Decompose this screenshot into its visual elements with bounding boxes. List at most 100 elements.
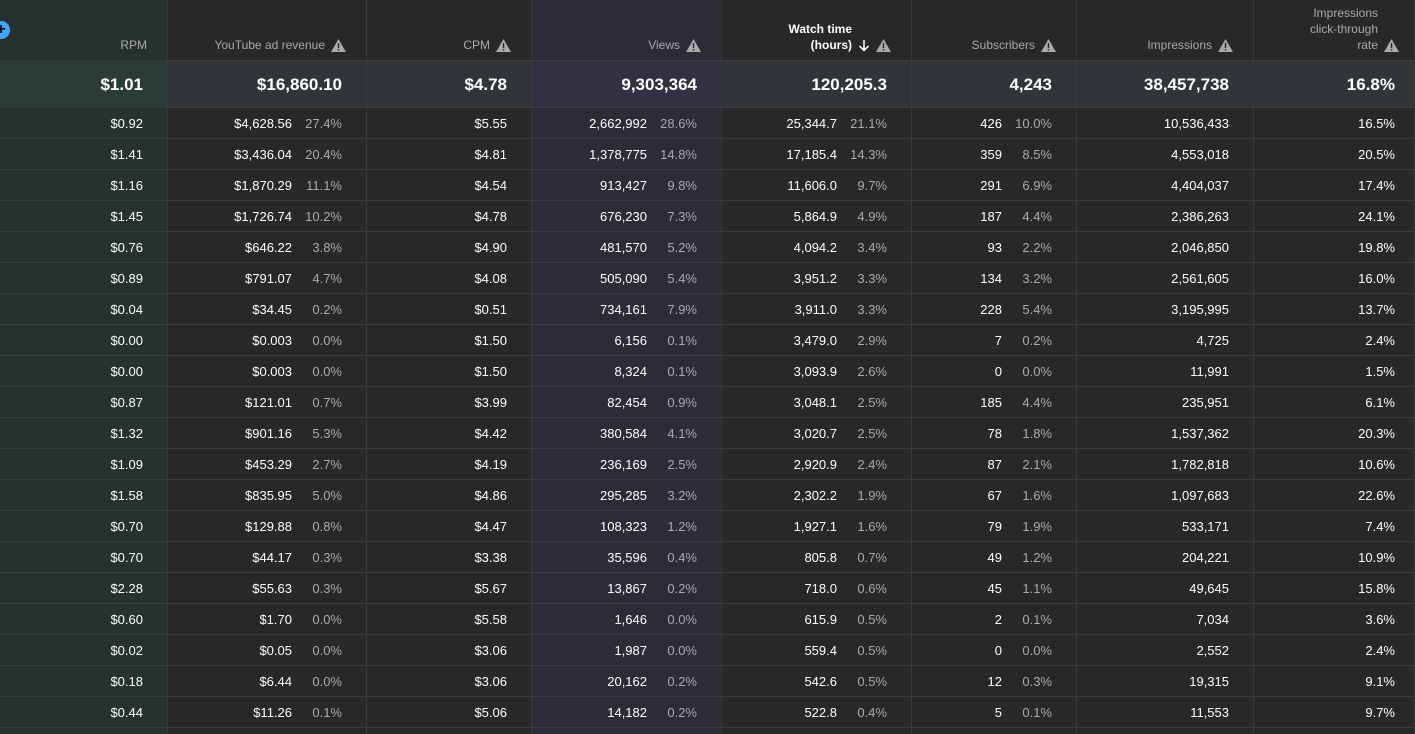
cell-impr[interactable]: 2,552 — [1077, 635, 1253, 666]
cell-impr[interactable]: 1,782,818 — [1077, 449, 1253, 480]
cell-subs[interactable]: 49 1.2% — [912, 542, 1076, 573]
cell-impr[interactable]: 11,991 — [1077, 356, 1253, 387]
warning-icon[interactable] — [331, 39, 346, 52]
cell-views[interactable]: 676,230 7.3% — [532, 201, 721, 232]
cell-impr[interactable]: 1,537,362 — [1077, 418, 1253, 449]
cell-watch[interactable]: 3,911.0 3.3% — [722, 294, 911, 325]
cell-revenue[interactable]: $34.45 0.2% — [168, 294, 366, 325]
cell-watch[interactable]: 4,094.2 3.4% — [722, 232, 911, 263]
cell-subs[interactable]: 5 0.1% — [912, 697, 1076, 728]
cell-views[interactable]: 1,646 0.0% — [532, 604, 721, 635]
cell-rpm[interactable]: $0.00 — [0, 356, 167, 387]
cell-impr[interactable]: 204,221 — [1077, 542, 1253, 573]
header-revenue[interactable]: YouTube ad revenue — [168, 0, 366, 60]
cell-rpm[interactable]: $2.28 — [0, 573, 167, 604]
cell-watch[interactable]: 542.6 0.5% — [722, 666, 911, 697]
arrow-down-icon[interactable] — [858, 40, 870, 52]
cell-impr[interactable]: 4,725 — [1077, 325, 1253, 356]
cell-watch[interactable]: 3,093.9 2.6% — [722, 356, 911, 387]
cell-subs[interactable]: 12 0.3% — [912, 666, 1076, 697]
cell-ctr[interactable]: 20.5% — [1254, 139, 1414, 170]
warning-icon[interactable] — [1218, 39, 1233, 52]
cell-subs[interactable]: 134 3.2% — [912, 263, 1076, 294]
cell-revenue[interactable]: $1,870.29 11.1% — [168, 170, 366, 201]
warning-icon[interactable] — [876, 39, 891, 52]
warning-icon[interactable] — [1041, 39, 1056, 52]
cell-impr[interactable]: 19,315 — [1077, 666, 1253, 697]
cell-watch[interactable]: 2,920.9 2.4% — [722, 449, 911, 480]
cell-watch[interactable]: 522.8 0.4% — [722, 697, 911, 728]
cell-ctr[interactable]: 16.5% — [1254, 108, 1414, 139]
cell-ctr[interactable]: 10.6% — [1254, 449, 1414, 480]
warning-icon[interactable] — [496, 39, 511, 52]
warning-icon[interactable] — [1384, 39, 1399, 52]
cell-subs[interactable]: 185 4.4% — [912, 387, 1076, 418]
cell-revenue[interactable]: $453.29 2.7% — [168, 449, 366, 480]
cell-revenue[interactable]: $1.70 0.0% — [168, 604, 366, 635]
cell-impr[interactable]: 4,404,037 — [1077, 170, 1253, 201]
cell-revenue[interactable]: $646.22 3.8% — [168, 232, 366, 263]
cell-revenue[interactable]: $1,726.74 10.2% — [168, 201, 366, 232]
cell-impr[interactable]: 2,561,605 — [1077, 263, 1253, 294]
cell-rpm[interactable]: $1.45 — [0, 201, 167, 232]
cell-cpm[interactable]: $4.81 — [367, 139, 531, 170]
cell-ctr[interactable]: 20.3% — [1254, 418, 1414, 449]
cell-rpm[interactable]: $0.44 — [0, 697, 167, 728]
cell-watch[interactable]: 1,927.1 1.6% — [722, 511, 911, 542]
cell-watch[interactable]: 3,479.0 2.9% — [722, 325, 911, 356]
header-rpm[interactable]: RPM — [0, 0, 167, 60]
cell-subs[interactable]: 426 10.0% — [912, 108, 1076, 139]
cell-views[interactable]: 1,378,775 14.8% — [532, 139, 721, 170]
cell-subs[interactable]: 45 1.1% — [912, 573, 1076, 604]
cell-views[interactable]: 13,867 0.2% — [532, 573, 721, 604]
cell-ctr[interactable]: 10.9% — [1254, 542, 1414, 573]
cell-ctr[interactable]: 2.4% — [1254, 325, 1414, 356]
cell-subs[interactable]: 7 0.2% — [912, 325, 1076, 356]
cell-cpm[interactable]: $0.51 — [367, 294, 531, 325]
cell-views[interactable]: 380,584 4.1% — [532, 418, 721, 449]
cell-rpm[interactable]: $1.16 — [0, 170, 167, 201]
cell-subs[interactable]: 0 0.0% — [912, 356, 1076, 387]
cell-ctr[interactable]: 15.8% — [1254, 573, 1414, 604]
header-ctr[interactable]: Impressions click-through rate — [1254, 0, 1414, 60]
cell-ctr[interactable]: 6.1% — [1254, 387, 1414, 418]
cell-cpm[interactable]: $1.50 — [367, 356, 531, 387]
cell-cpm[interactable]: $5.06 — [367, 697, 531, 728]
cell-impr[interactable]: 7,034 — [1077, 604, 1253, 635]
cell-revenue[interactable]: $6.44 0.0% — [168, 666, 366, 697]
cell-ctr[interactable]: 24.1% — [1254, 201, 1414, 232]
cell-revenue[interactable]: $44.17 0.3% — [168, 542, 366, 573]
cell-cpm[interactable]: $5.67 — [367, 573, 531, 604]
cell-impr[interactable]: 4,553,018 — [1077, 139, 1253, 170]
cell-views[interactable]: 295,285 3.2% — [532, 480, 721, 511]
cell-impr[interactable]: 49,645 — [1077, 573, 1253, 604]
cell-rpm[interactable]: $1.41 — [0, 139, 167, 170]
header-subs[interactable]: Subscribers — [912, 0, 1076, 60]
cell-ctr[interactable]: 7.4% — [1254, 511, 1414, 542]
cell-watch[interactable]: 11,606.0 9.7% — [722, 170, 911, 201]
cell-watch[interactable]: 17,185.4 14.3% — [722, 139, 911, 170]
cell-ctr[interactable]: 2.4% — [1254, 635, 1414, 666]
cell-rpm[interactable]: $1.58 — [0, 480, 167, 511]
cell-views[interactable]: 14,182 0.2% — [532, 697, 721, 728]
cell-cpm[interactable]: $4.08 — [367, 263, 531, 294]
cell-rpm[interactable]: $0.87 — [0, 387, 167, 418]
cell-watch[interactable]: 3,048.1 2.5% — [722, 387, 911, 418]
cell-impr[interactable]: 11,553 — [1077, 697, 1253, 728]
header-views[interactable]: Views — [532, 0, 721, 60]
cell-watch[interactable]: 2,302.2 1.9% — [722, 480, 911, 511]
cell-subs[interactable]: 291 6.9% — [912, 170, 1076, 201]
cell-cpm[interactable]: $3.38 — [367, 542, 531, 573]
cell-subs[interactable]: 87 2.1% — [912, 449, 1076, 480]
cell-revenue[interactable]: $0.003 0.0% — [168, 325, 366, 356]
cell-ctr[interactable]: 17.4% — [1254, 170, 1414, 201]
cell-revenue[interactable]: $11.26 0.1% — [168, 697, 366, 728]
header-impr[interactable]: Impressions — [1077, 0, 1253, 60]
cell-revenue[interactable]: $4,628.56 27.4% — [168, 108, 366, 139]
cell-rpm[interactable]: $0.92 — [0, 108, 167, 139]
cell-rpm[interactable]: $0.00 — [0, 325, 167, 356]
cell-rpm[interactable]: $1.09 — [0, 449, 167, 480]
cell-revenue[interactable]: $129.88 0.8% — [168, 511, 366, 542]
cell-cpm[interactable]: $4.42 — [367, 418, 531, 449]
cell-impr[interactable]: 10,536,433 — [1077, 108, 1253, 139]
